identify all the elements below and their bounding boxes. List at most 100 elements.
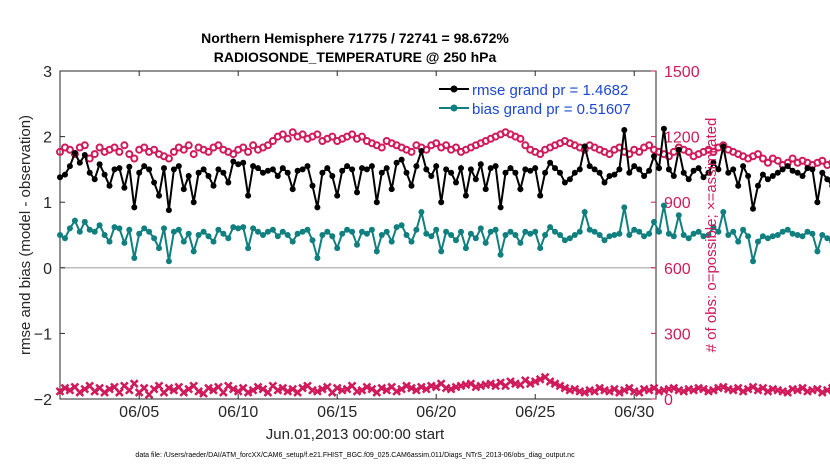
bias-point (269, 226, 276, 233)
obs-possible-marker (169, 147, 178, 156)
bias-point (542, 232, 549, 238)
obs-possible-marker (358, 132, 366, 141)
rmse-point (359, 165, 365, 172)
obs-assimilated-marker (699, 384, 708, 394)
rmse-point (383, 165, 390, 172)
rmse-point (121, 184, 128, 191)
rmse-point (269, 166, 276, 173)
bias-point (725, 232, 732, 238)
obs-assimilated-marker (595, 383, 604, 393)
y-tick-label-left: 0 (43, 261, 52, 278)
obs-possible-marker (179, 145, 188, 154)
bias-point (200, 228, 207, 235)
bias-point (220, 230, 227, 237)
obs-possible-marker (214, 141, 223, 150)
bias-point (309, 237, 316, 244)
rmse-point (561, 179, 568, 186)
bias-point (76, 228, 83, 235)
legend-rmse-label: rmse grand pr = 1.4682 (472, 82, 628, 99)
obs-assimilated-marker (416, 382, 426, 392)
rmse-point (428, 173, 435, 179)
rmse-point (161, 165, 167, 172)
obs-possible-marker (115, 147, 124, 156)
rmse-point (492, 163, 499, 170)
bias-point (591, 228, 598, 235)
y-tick-label-left: 3 (43, 64, 52, 81)
obs-assimilated-marker (709, 385, 718, 395)
bias-point (126, 226, 133, 233)
rmse-point (264, 167, 271, 174)
bias-point (789, 230, 796, 237)
rmse-point (156, 192, 162, 199)
obs-possible-marker (90, 150, 99, 159)
rmse-point (720, 143, 727, 150)
bias-point (339, 230, 346, 237)
series-obs-assimilated (55, 372, 830, 400)
rmse-point (557, 169, 563, 176)
rmse-point (398, 156, 405, 163)
bias-point (700, 233, 707, 240)
obs-assimilated-marker (817, 388, 827, 397)
x-axis-label: Jun.01,2013 00:00:00 start (266, 426, 445, 443)
obs-possible-marker (754, 150, 762, 159)
y-tick-label-left: −2 (34, 392, 52, 409)
bias-point (517, 239, 524, 246)
rmse-point (294, 167, 301, 174)
rmse-point (735, 182, 742, 189)
bias-point (477, 225, 484, 232)
obs-possible-marker (709, 147, 718, 156)
obs-possible-marker (120, 141, 129, 150)
obs-possible-marker (348, 130, 357, 139)
bias-point (784, 226, 791, 233)
obs-assimilated-marker (298, 383, 307, 393)
obs-assimilated-marker (105, 384, 114, 394)
legend-bias-marker (450, 104, 458, 112)
rmse-point (804, 165, 811, 172)
rmse-point (170, 166, 177, 173)
bias-point (636, 228, 643, 235)
obs-possible-marker (150, 145, 159, 154)
bias-point (631, 226, 638, 233)
obs-possible-marker (110, 143, 119, 152)
rmse-point (200, 166, 207, 173)
obs-assimilated-marker (793, 385, 802, 395)
rmse-point (626, 169, 633, 176)
rmse-point (131, 204, 138, 211)
bias-point (294, 230, 301, 237)
bias-point (329, 233, 336, 240)
rmse-point (705, 169, 712, 176)
bias-point (443, 228, 450, 235)
rmse-point (324, 165, 331, 172)
bias-point (363, 230, 370, 237)
obs-possible-marker (452, 143, 460, 152)
rmse-point (299, 166, 306, 173)
rmse-point (552, 165, 558, 172)
bias-point (764, 235, 771, 242)
bias-point (180, 238, 187, 245)
bias-point (750, 258, 756, 265)
bias-point (423, 230, 430, 237)
rmse-point (784, 163, 791, 170)
bias-point (527, 230, 534, 237)
obs-assimilated-marker (60, 383, 70, 393)
rmse-point (210, 182, 217, 189)
rmse-point (255, 165, 261, 172)
bias-point (566, 235, 573, 242)
rmse-point (240, 159, 247, 166)
y-tick-label-right: 1200 (664, 130, 700, 147)
rmse-point (542, 169, 549, 176)
rmse-point (462, 192, 469, 199)
bias-point (136, 230, 143, 237)
bias-point (680, 232, 687, 238)
bias-point (561, 237, 568, 244)
bias-point (165, 258, 172, 265)
obs-possible-marker (239, 143, 248, 152)
rmse-point (195, 169, 202, 176)
bias-point (190, 248, 197, 255)
obs-assimilated-marker (228, 384, 238, 394)
bias-point (57, 232, 63, 238)
bias-point (824, 235, 830, 242)
bias-point (794, 232, 801, 238)
rmse-point (151, 179, 158, 186)
rmse-point (215, 166, 222, 173)
